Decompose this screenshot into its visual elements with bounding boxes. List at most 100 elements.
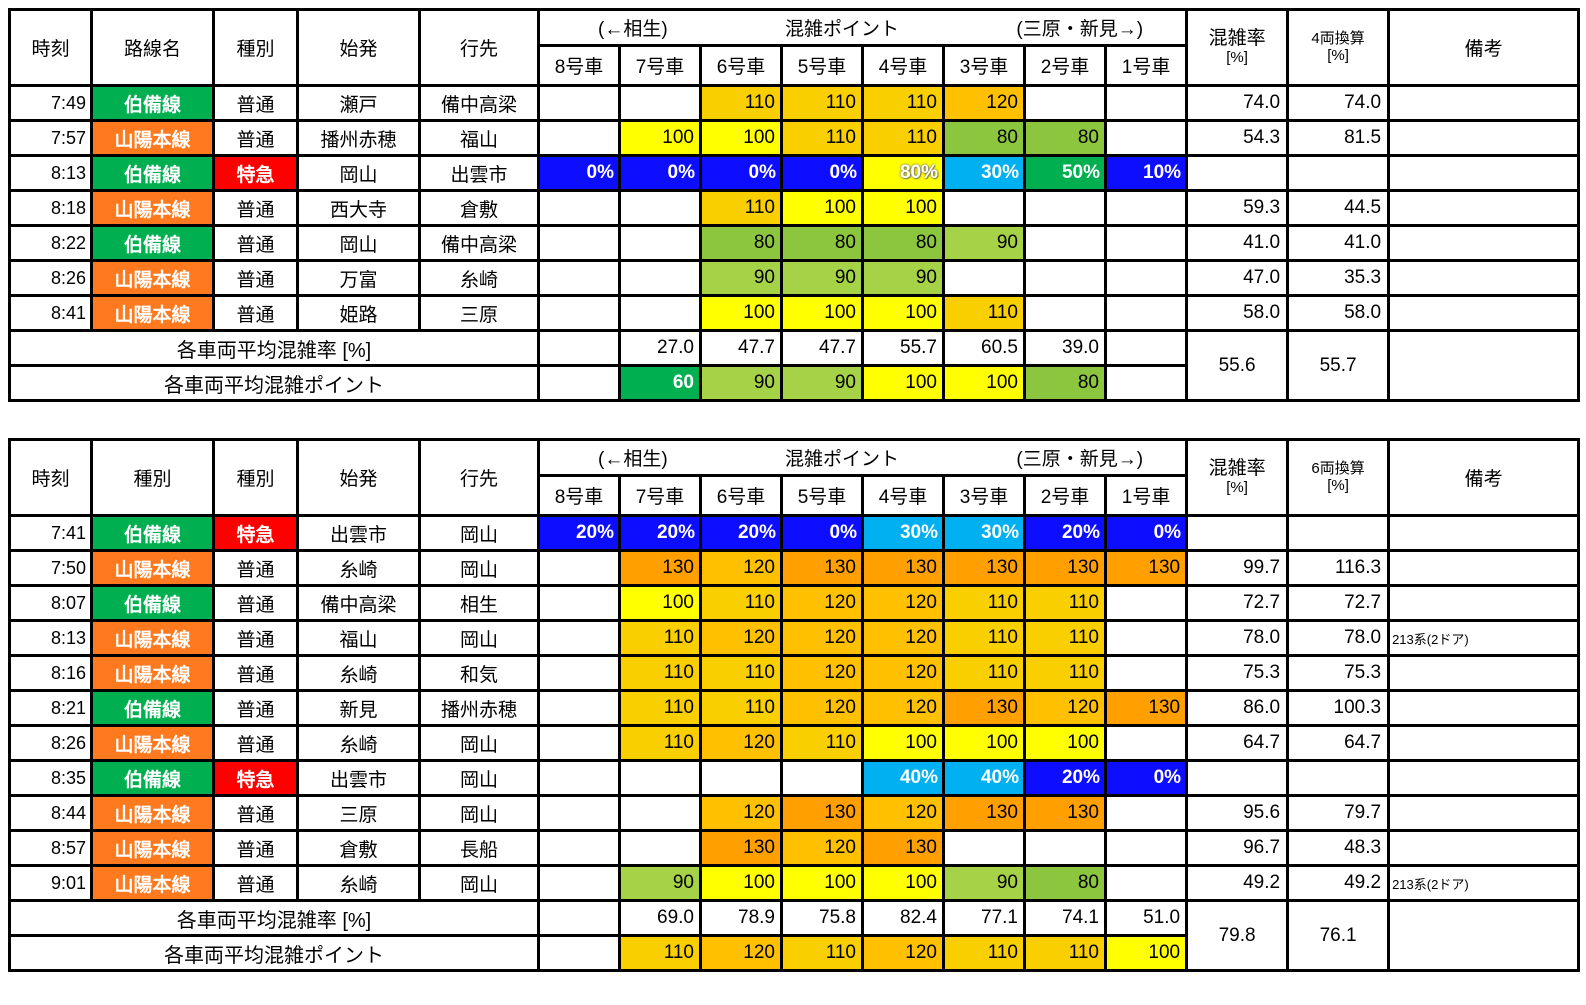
destination-cell: 長船 [418,829,540,867]
car-cell: 110 [1023,584,1107,622]
car-cell: 110 [1023,654,1107,692]
avg-rate-cell: 51.0 [1103,899,1189,937]
origin-cell: 岡山 [296,154,421,192]
destination-cell: 出雲市 [418,154,540,192]
header-conversion: 4両換算 [%] [1286,8,1391,87]
lower-congestion-table: 時刻 種別 種別 始発 行先 (←相生) 混雑ポイント (三原・新見→) 混雑率 [%] 6両換算[… [8,438,1581,972]
avg-point-cell: 100 [861,364,945,402]
congestion-rate-label: 混雑率 [1208,458,1266,480]
train-row: 8:26 山陽本線 普通 万富 糸崎 90 90 90 47.0 35.3 [8,259,1581,297]
remarks-cell [1387,689,1581,727]
conversion-unit: [%] [1327,47,1349,65]
header-time: 時刻 [8,8,93,87]
average-points-row: 各車両平均混雑ポイント 60 90 90 100 100 80 [8,364,1579,402]
car-cell [1023,224,1107,262]
header-destination: 行先 [418,438,540,517]
origin-cell: 糸崎 [296,654,421,692]
avg-rate-cell: 60.5 [942,329,1026,367]
car-cell [618,829,702,867]
header-line-name: 路線名 [90,8,215,87]
car-cell: 130 [780,794,864,832]
header-congestion-rate: 混雑率 [%] [1185,438,1290,517]
conversion-cell: 49.2 [1286,864,1391,902]
header-remarks: 備考 [1387,8,1581,87]
car-cell [537,864,621,902]
car-cell: 30% [861,514,945,552]
car-cell: 100 [618,584,702,622]
car-cell [618,294,702,332]
avg-point-cell: 90 [780,364,864,402]
line-name-cell: 伯備線 [90,689,215,727]
average-rate-row: 各車両平均混雑率 [%] 27.0 47.7 47.7 55.7 60.5 39.0 55.6… [8,329,1581,402]
car-cell: 100 [780,189,864,227]
car-cell: 120 [699,794,783,832]
car-cell: 110 [780,84,864,122]
header-row-2: 8号車 7号車 6号車 5号車 4号車 3号車 2号車 1号車 [10,474,1579,517]
header-congestion-group: (←相生) 混雑ポイント (三原・新見→) [536,438,1189,477]
car-cell [537,654,621,692]
line-name-cell: 山陽本線 [90,794,215,832]
car-cell: 110 [1023,619,1107,657]
congestion-rate-cell: 72.7 [1185,584,1290,622]
header-congestion-group: (←相生) 混雑ポイント (三原・新見→) [536,8,1189,47]
header-car-7: 7号車 [618,474,702,517]
car-cell [537,584,621,622]
car-cell: 90 [942,864,1026,902]
avg-rate-cell: 47.7 [699,329,783,367]
avg-point-cell: 120 [699,934,783,972]
header-destination: 行先 [418,8,540,87]
car-cell: 0% [699,154,783,192]
car-cell [537,619,621,657]
line-name-cell: 伯備線 [90,759,215,797]
car-cell: 120 [780,619,864,657]
header-car-4: 4号車 [861,474,945,517]
congestion-rate-cell: 86.0 [1185,689,1290,727]
congestion-rate-cell: 47.0 [1185,259,1290,297]
car-cell [618,189,702,227]
origin-cell: 播州赤穂 [296,119,421,157]
line-name-cell: 伯備線 [90,514,215,552]
origin-cell: 西大寺 [296,189,421,227]
header-train-type: 種別 [212,8,299,87]
conversion-cell [1286,154,1391,192]
train-row: 8:22 伯備線 普通 岡山 備中高梁 80 80 80 90 41.0 41.0 [8,224,1581,262]
time-cell: 7:41 [8,514,93,552]
destination-cell: 播州赤穂 [418,689,540,727]
car-cell: 110 [618,654,702,692]
avg-point-cell: 80 [1023,364,1107,402]
car-cell: 110 [780,724,864,762]
origin-cell: 備中高梁 [296,584,421,622]
origin-cell: 新見 [296,689,421,727]
car-cell: 20% [537,514,621,552]
congestion-rate-cell: 75.3 [1185,654,1290,692]
car-cell [537,294,621,332]
avg-rate-cell: 39.0 [1023,329,1107,367]
header-row-1: 時刻 種別 種別 始発 行先 (←相生) 混雑ポイント (三原・新見→) 混雑率 [%] 6両換算[… [8,438,1581,517]
car-cell [537,724,621,762]
car-cell [618,794,702,832]
congestion-group-labels: (←相生) 混雑ポイント (三原・新見→) [542,14,1184,41]
remarks-cell [1387,724,1581,762]
car-cell: 120 [1023,689,1107,727]
remarks-cell [1387,514,1581,552]
remarks-cell [1387,84,1581,122]
direction-left-label: (←相生) [598,449,668,470]
conversion-cell: 48.3 [1286,829,1391,867]
train-type-cell: 普通 [212,654,299,692]
train-type-cell: 普通 [212,224,299,262]
header-car-7: 7号車 [618,44,702,87]
car-cell: 130 [780,549,864,587]
car-cell: 80 [699,224,783,262]
car-cell [1023,259,1107,297]
car-cell [699,759,783,797]
car-cell: 110 [780,119,864,157]
line-name-cell: 山陽本線 [90,259,215,297]
line-name-cell: 山陽本線 [90,549,215,587]
car-cell: 120 [780,829,864,867]
car-cell: 120 [699,724,783,762]
destination-cell: 備中高梁 [418,84,540,122]
car-cell: 120 [780,689,864,727]
car-cell: 110 [618,689,702,727]
destination-cell: 福山 [418,119,540,157]
avg-rate-cell [537,329,621,367]
